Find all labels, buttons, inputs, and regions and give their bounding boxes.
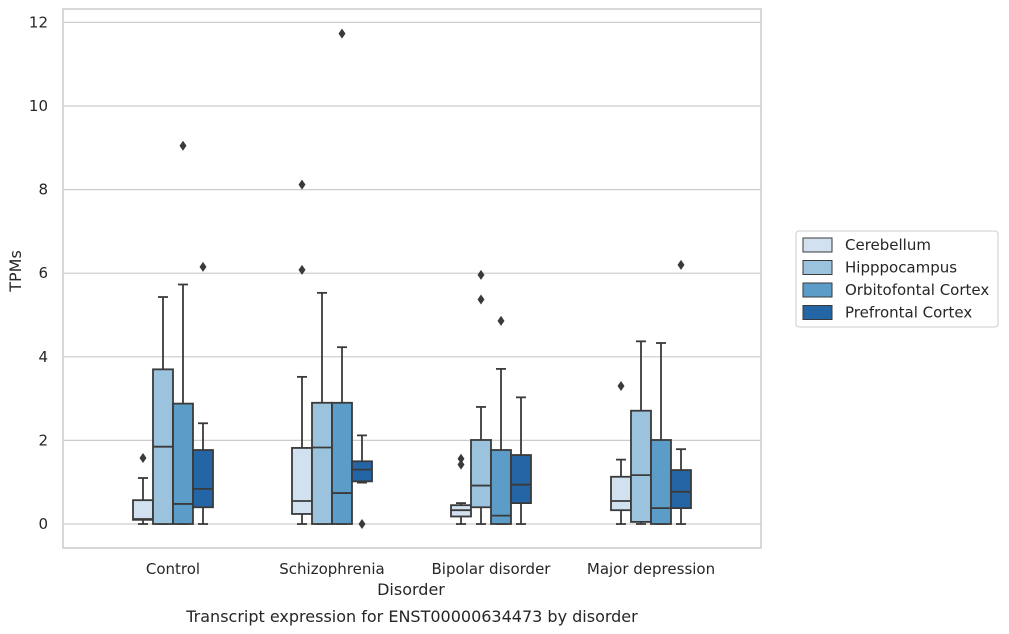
legend-label: Prefrontal Cortex: [845, 304, 972, 322]
box-orbitofontal-cortex: [172, 140, 194, 525]
outlier-point: [677, 259, 685, 270]
outlier-point: [199, 261, 207, 272]
box-hipppocampus: [630, 340, 652, 525]
box-hipppocampus: [152, 296, 174, 525]
y-tick-label: 10: [29, 97, 48, 115]
x-tick-labels: Control Schizophrenia Bipolar disorder Majo…: [146, 560, 715, 578]
outlier-point: [298, 179, 306, 190]
outlier-point: [497, 315, 505, 326]
iqr-box: [630, 409, 652, 523]
iqr-box: [351, 460, 373, 483]
outlier-point: [457, 453, 465, 464]
outlier-point: [139, 452, 147, 463]
x-tick-label: Major depression: [587, 560, 715, 578]
iqr-box: [331, 401, 353, 525]
iqr-box: [132, 499, 154, 521]
y-axis-label: TPMs: [6, 250, 25, 293]
outlier-point: [298, 264, 306, 275]
y-tick-label: 4: [38, 348, 48, 366]
iqr-box: [470, 439, 492, 509]
y-tick-labels: 0 2 4 6 8 10 12: [29, 13, 48, 533]
iqr-box: [610, 475, 632, 512]
outlier-point: [338, 28, 346, 39]
x-tick-label: Control: [146, 560, 200, 578]
box-prefrontal-cortex: [192, 261, 214, 525]
legend-swatch: [802, 237, 833, 253]
plot-area-frame: [62, 8, 762, 549]
y-tick-label: 8: [38, 181, 48, 199]
outlier-point: [179, 140, 187, 151]
iqr-box: [650, 439, 672, 525]
outlier-point: [617, 381, 625, 392]
legend-label: Hipppocampus: [845, 259, 957, 277]
y-tick-label: 0: [38, 515, 48, 533]
x-axis-label: Disorder: [377, 580, 445, 599]
outlier-point: [457, 459, 465, 470]
legend-frame: [795, 230, 999, 328]
outlier-point: [477, 269, 485, 280]
iqr-box: [291, 447, 313, 515]
legend-label: Cerebellum: [845, 236, 931, 254]
box-orbitofontal-cortex: [331, 28, 353, 525]
legend-swatch: [802, 282, 833, 298]
box-cerebellum: [610, 381, 632, 525]
iqr-box: [192, 449, 214, 509]
legend-swatch: [802, 305, 833, 320]
y-tick-label: 2: [38, 431, 48, 449]
box-orbitofontal-cortex: [650, 342, 672, 525]
outlier-point: [477, 294, 485, 305]
box-prefrontal-cortex: [510, 396, 532, 525]
y-tick-label: 12: [29, 13, 48, 31]
box-hipppocampus: [311, 291, 333, 525]
box-cerebellum: [291, 179, 313, 525]
box-orbitofontal-cortex: [490, 315, 512, 525]
legend: Cerebellum Hipppocampus Orbitofontal Corte…: [795, 230, 999, 328]
box-cerebellum: [450, 453, 472, 525]
iqr-box: [311, 401, 333, 525]
iqr-box: [490, 449, 512, 525]
iqr-box: [670, 469, 692, 510]
legend-label: Orbitofontal Cortex: [845, 281, 989, 299]
box-cerebellum: [132, 452, 154, 525]
legend-swatch: [802, 260, 833, 275]
chart-caption: Transcript expression for ENST0000063447…: [185, 607, 638, 626]
box-prefrontal-cortex: [351, 434, 373, 529]
x-tick-label: Schizophrenia: [279, 560, 384, 578]
outlier-point: [358, 519, 366, 529]
boxes: [132, 28, 692, 529]
legend-items: Cerebellum Hipppocampus Orbitofontal Corte…: [802, 236, 989, 322]
box-prefrontal-cortex: [670, 259, 692, 525]
y-tick-label: 6: [38, 264, 48, 282]
box-hipppocampus: [470, 269, 492, 525]
x-tick-label: Bipolar disorder: [432, 560, 552, 578]
iqr-box: [172, 402, 194, 525]
iqr-box: [510, 454, 532, 504]
